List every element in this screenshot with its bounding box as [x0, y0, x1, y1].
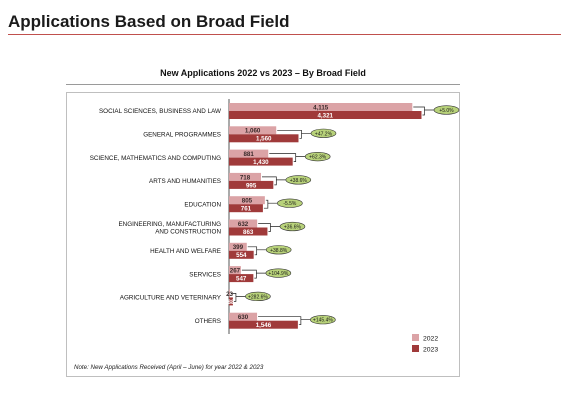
value-label-2023-general-programmes: 1,560: [256, 136, 272, 143]
change-bubble-social-sciences-business-and-law: [433, 105, 460, 115]
change-label-engineering-manufacturing-and-construction: +36.6%: [284, 225, 302, 231]
category-label-arts-and-humanities: ARTS AND HUMANITIES: [149, 178, 221, 185]
chart-container: SOCIAL SCIENCES, BUSINESS AND LAW 4,115 4,…: [66, 92, 460, 377]
bar-2022-general-programmes: [229, 126, 277, 135]
change-bubble-general-programmes: [310, 128, 337, 138]
value-label-2023-health-and-welfare: 554: [236, 252, 247, 259]
legend-swatch-2023: [412, 345, 419, 352]
value-label-2022-engineering-manufacturing-and-construction: 632: [238, 221, 249, 228]
bar-2023-engineering-manufacturing-and-construction: [229, 227, 268, 236]
change-label-science-mathematics-and-computing: +62.3%: [309, 155, 327, 161]
value-label-2022-social-sciences-business-and-law: 4,115: [313, 104, 329, 111]
change-bubble-health-and-welfare: [265, 245, 292, 255]
change-bubble-services: [265, 268, 292, 278]
change-bubble-agriculture-and-veterinary: [245, 291, 271, 301]
change-bubble-others: [310, 315, 336, 325]
value-label-2022-education: 805: [242, 198, 253, 205]
value-label-2023-social-sciences-business-and-law: 4,321: [317, 112, 333, 119]
value-label-2022-services: 267: [230, 268, 241, 275]
change-connector-health-and-welfare: [247, 246, 267, 256]
bar-2023-services: [229, 274, 254, 283]
value-label-2023-others: 1,546: [256, 322, 272, 329]
change-label-agriculture-and-veterinary: +282.6%: [248, 294, 268, 300]
value-label-2023-engineering-manufacturing-and-construction: 863: [243, 229, 254, 236]
bar-2022-arts-and-humanities: [229, 172, 261, 181]
change-bubble-arts-and-humanities: [285, 175, 312, 185]
value-label-2023-science-mathematics-and-computing: 1,430: [253, 159, 269, 166]
value-label-2022-arts-and-humanities: 718: [240, 174, 251, 181]
bar-2022-agriculture-and-veterinary: [229, 289, 231, 298]
bar-2023-health-and-welfare: [229, 250, 254, 259]
category-label-science-mathematics-and-computing: SCIENCE, MATHEMATICS AND COMPUTING: [90, 155, 221, 162]
value-label-2022-health-and-welfare: 399: [233, 244, 244, 251]
chart-title: New Applications 2022 vs 2023 – By Broad…: [160, 68, 366, 78]
category-label-services: SERVICES: [189, 271, 221, 278]
chart-note: Note: New Applications Received (April –…: [74, 364, 264, 371]
change-label-arts-and-humanities: +38.6%: [290, 178, 308, 184]
change-label-general-programmes: +47.2%: [315, 131, 333, 137]
change-label-education: -5.5%: [283, 201, 297, 207]
title-divider: [8, 34, 561, 35]
change-label-social-sciences-business-and-law: +5.0%: [439, 108, 454, 114]
change-bubble-education: [277, 198, 303, 208]
value-label-2022-science-mathematics-and-computing: 881: [243, 151, 254, 158]
bar-2022-health-and-welfare: [229, 242, 247, 251]
bar-chart: SOCIAL SCIENCES, BUSINESS AND LAW 4,1154,…: [74, 99, 460, 371]
bar-2023-agriculture-and-veterinary: [229, 297, 233, 306]
change-connector-engineering-manufacturing-and-construction: [258, 223, 281, 232]
change-connector-general-programmes: [277, 129, 312, 139]
change-connector-arts-and-humanities: [261, 176, 287, 186]
bar-2023-education: [229, 204, 263, 213]
change-connector-education: [263, 199, 278, 209]
bar-2023-arts-and-humanities: [229, 180, 274, 189]
legend-label-2022: 2022: [423, 335, 438, 342]
value-label-2022-agriculture-and-veterinary: 23: [226, 291, 233, 298]
bar-2023-science-mathematics-and-computing: [229, 157, 293, 166]
change-bubble-engineering-manufacturing-and-construction: [279, 221, 306, 232]
value-label-2023-arts-and-humanities: 995: [246, 182, 257, 189]
value-label-2022-others: 630: [238, 314, 249, 321]
category-label-others: OTHERS: [195, 318, 221, 325]
change-connector-social-sciences-business-and-law: [413, 106, 435, 116]
bar-2022-science-mathematics-and-computing: [229, 149, 269, 158]
bar-2023-others: [229, 320, 298, 329]
change-label-others: +145.4%: [313, 318, 333, 324]
bar-2023-general-programmes: [229, 134, 299, 143]
value-label-2023-education: 761: [241, 206, 252, 213]
category-label-agriculture-and-veterinary: AGRICULTURE AND VETERINARY: [120, 295, 222, 302]
bar-2023-social-sciences-business-and-law: [229, 111, 422, 119]
legend-swatch-2022: [412, 334, 419, 341]
category-label-health-and-welfare: HEALTH AND WELFARE: [150, 248, 221, 255]
page-title: Applications Based on Broad Field: [8, 12, 290, 31]
change-connector-science-mathematics-and-computing: [269, 153, 306, 162]
category-label-engineering-manufacturing-and-construction: ENGINEERING, MANUFACTURING AND CONSTRUCTI…: [118, 221, 221, 235]
category-label-social-sciences-business-and-law: SOCIAL SCIENCES, BUSINESS AND LAW: [99, 108, 221, 115]
bar-2022-education: [229, 196, 265, 205]
category-label-education: EDUCATION: [184, 201, 221, 208]
change-bubble-science-mathematics-and-computing: [304, 151, 331, 162]
bar-2022-engineering-manufacturing-and-construction: [229, 219, 258, 228]
value-label-2023-services: 547: [236, 276, 247, 283]
chart-title-divider: [66, 84, 460, 85]
legend-label-2023: 2023: [423, 346, 438, 353]
change-label-services: +104.9%: [268, 271, 288, 277]
change-connector-others: [258, 316, 311, 326]
value-label-2022-general-programmes: 1,060: [245, 128, 261, 135]
category-label-general-programmes: GENERAL PROGRAMMES: [143, 132, 221, 139]
value-label-2023-agriculture-and-veterinary: 88: [228, 299, 235, 306]
bar-2022-social-sciences-business-and-law: [229, 103, 413, 111]
change-connector-services: [241, 269, 267, 279]
change-connector-agriculture-and-veterinary: [231, 293, 246, 302]
bar-2022-others: [229, 312, 258, 321]
bar-2022-services: [229, 266, 241, 275]
change-label-health-and-welfare: +38.8%: [270, 248, 288, 254]
